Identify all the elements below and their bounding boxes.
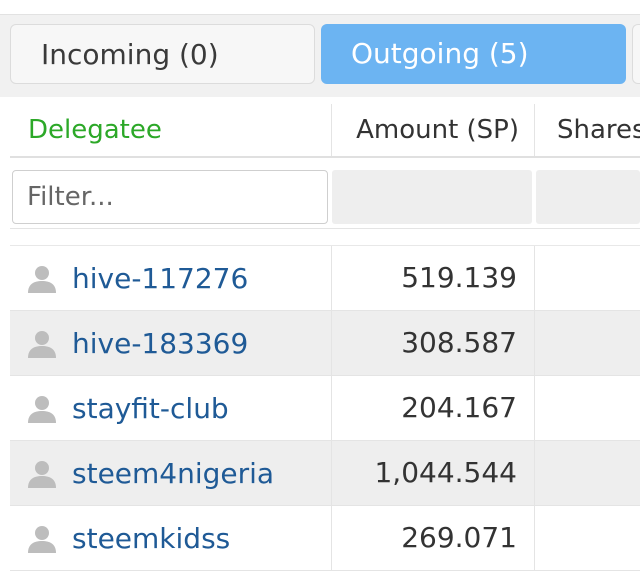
shares-cell — [534, 506, 640, 570]
tab-overflow[interactable] — [632, 24, 640, 84]
amount-cell: 308.587 — [331, 311, 533, 375]
table-row: steemkidss 269.071 — [10, 506, 640, 571]
user-icon — [28, 331, 56, 358]
amount-cell: 269.071 — [331, 506, 533, 570]
delegatee-cell: stayfit-club — [10, 376, 330, 440]
tab-outgoing[interactable]: Outgoing (5) — [321, 24, 626, 84]
shares-cell — [534, 311, 640, 375]
table-row: steem4nigeria 1,044.544 — [10, 441, 640, 506]
user-icon — [28, 266, 56, 293]
delegatee-cell: steem4nigeria — [10, 441, 330, 505]
amount-cell: 204.167 — [331, 376, 533, 440]
shares-cell — [534, 246, 640, 310]
user-icon — [28, 461, 56, 488]
delegatee-cell: hive-183369 — [10, 311, 330, 375]
delegatee-link[interactable]: hive-117276 — [72, 261, 249, 295]
amount-filter-box — [332, 170, 532, 224]
delegatee-cell: hive-117276 — [10, 246, 330, 310]
amount-cell: 1,044.544 — [331, 441, 533, 505]
delegation-tabs: Incoming (0) Outgoing (5) — [0, 15, 640, 97]
shares-cell — [534, 441, 640, 505]
amount-cell: 519.139 — [331, 246, 533, 310]
delegatee-link[interactable]: stayfit-club — [72, 391, 229, 425]
delegatee-cell: steemkidss — [10, 506, 330, 570]
column-header-delegatee[interactable]: Delegatee — [28, 115, 162, 145]
top-bar — [0, 0, 640, 15]
filter-row — [10, 158, 640, 229]
delegatee-link[interactable]: hive-183369 — [72, 326, 249, 360]
delegatee-link[interactable]: steemkidss — [72, 521, 231, 555]
delegations-table: Delegatee Amount (SP) Shares hive-117276… — [10, 104, 640, 571]
user-icon — [28, 526, 56, 553]
table-row: hive-183369 308.587 — [10, 311, 640, 376]
user-icon — [28, 396, 56, 423]
column-header-amount[interactable]: Amount (SP) — [331, 104, 533, 156]
delegatee-link[interactable]: steem4nigeria — [72, 456, 275, 490]
table-row: stayfit-club 204.167 — [10, 376, 640, 441]
column-header-shares[interactable]: Shares — [534, 104, 640, 156]
delegatee-filter-input[interactable] — [12, 170, 328, 224]
table-row: hive-117276 519.139 — [10, 246, 640, 311]
tab-incoming[interactable]: Incoming (0) — [10, 24, 315, 84]
shares-cell — [534, 376, 640, 440]
shares-filter-box — [536, 170, 640, 224]
table-spacer — [10, 229, 640, 246]
table-header: Delegatee Amount (SP) Shares — [10, 104, 640, 158]
